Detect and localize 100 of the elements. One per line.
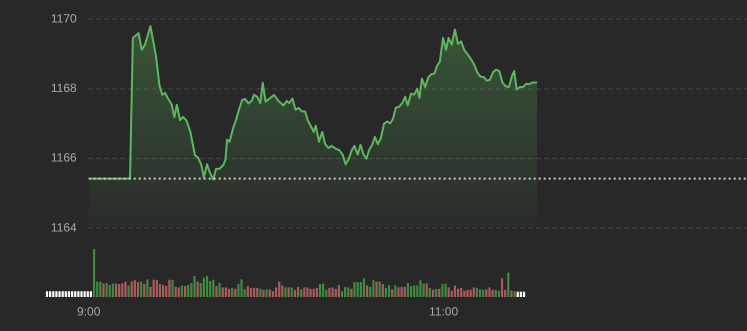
bar <box>134 280 136 297</box>
bar <box>212 280 214 297</box>
bar <box>397 287 400 297</box>
bar <box>114 284 118 297</box>
bar <box>331 287 334 297</box>
bar <box>136 282 140 297</box>
y-tick-label: 1170 <box>50 12 77 26</box>
bar <box>127 285 130 297</box>
bar <box>58 291 61 297</box>
bar <box>488 287 491 297</box>
bar <box>347 287 350 297</box>
bar <box>71 291 74 297</box>
bar <box>130 282 133 297</box>
bar <box>426 284 428 297</box>
bar <box>422 284 425 297</box>
bar <box>428 288 431 297</box>
bar <box>68 291 70 297</box>
bar <box>400 286 403 297</box>
bar <box>55 291 58 297</box>
bar <box>522 292 526 297</box>
bar <box>281 285 284 297</box>
bar <box>86 291 89 297</box>
bar <box>99 282 102 297</box>
bar <box>278 282 280 297</box>
bar <box>494 290 497 297</box>
y-tick-label: 1166 <box>50 150 77 165</box>
bar <box>180 285 184 297</box>
bar <box>156 280 158 297</box>
bar <box>266 289 268 297</box>
bar <box>372 280 374 297</box>
bar <box>303 287 306 297</box>
bar <box>328 288 331 297</box>
bar <box>250 288 252 297</box>
bar <box>272 291 274 297</box>
bar <box>306 287 309 297</box>
bar <box>500 278 504 297</box>
bar <box>382 284 384 297</box>
bar <box>268 289 271 297</box>
bar <box>419 280 422 297</box>
bar <box>478 289 482 297</box>
bar <box>240 279 243 297</box>
bar <box>360 282 362 297</box>
x-tick-label: 11:00 <box>429 304 458 319</box>
bar <box>300 289 302 297</box>
bar <box>106 283 108 297</box>
bar <box>90 291 92 297</box>
bar <box>438 288 440 297</box>
bar <box>206 276 208 297</box>
bar <box>318 284 322 297</box>
bar <box>288 287 290 297</box>
bar <box>507 272 510 297</box>
bar <box>334 288 337 297</box>
bar <box>460 288 462 297</box>
bar <box>384 288 388 297</box>
bar <box>340 291 344 297</box>
bar <box>234 288 236 297</box>
bar <box>124 282 127 297</box>
bar <box>513 291 516 297</box>
bar <box>366 285 368 297</box>
bar <box>410 286 412 297</box>
bar <box>224 287 227 297</box>
bar <box>344 286 346 297</box>
bar <box>77 291 80 297</box>
bar <box>92 249 96 297</box>
bar <box>404 286 406 297</box>
bar <box>202 278 206 297</box>
bar <box>215 286 218 297</box>
bar <box>516 292 519 297</box>
bar <box>143 284 146 297</box>
bar <box>284 287 287 297</box>
bar <box>158 284 162 297</box>
bar <box>454 285 456 297</box>
bar <box>102 284 105 297</box>
bar <box>362 278 366 297</box>
bar <box>74 291 76 297</box>
bar <box>187 285 190 297</box>
bar <box>394 285 396 297</box>
y-tick-label: 1164 <box>50 220 77 234</box>
bar <box>406 283 409 297</box>
bar <box>118 284 120 297</box>
bar <box>184 286 186 297</box>
bar <box>472 287 475 297</box>
bar <box>316 288 318 297</box>
bar <box>152 280 155 297</box>
bar <box>256 288 258 297</box>
bar <box>162 285 164 297</box>
bar <box>356 282 359 297</box>
bar <box>108 285 111 297</box>
x-tick-label: 9:00 <box>77 304 101 319</box>
bar <box>441 284 444 297</box>
bar <box>218 283 221 297</box>
bar <box>444 284 447 297</box>
bar <box>485 289 488 297</box>
bar <box>378 282 381 297</box>
bar <box>231 288 234 297</box>
bar <box>121 284 124 297</box>
bar <box>196 282 199 297</box>
bar <box>140 282 142 297</box>
bar <box>178 287 180 297</box>
bar <box>520 292 522 297</box>
